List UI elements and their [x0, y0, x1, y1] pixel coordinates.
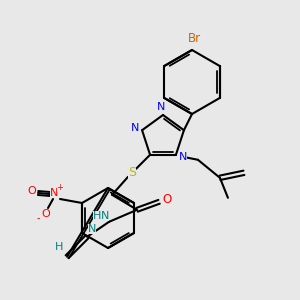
Text: N: N	[50, 188, 58, 198]
Text: +: +	[57, 182, 64, 191]
Text: N: N	[131, 123, 139, 133]
Text: N: N	[179, 152, 187, 162]
Text: H: H	[55, 242, 63, 252]
Text: O: O	[162, 193, 172, 206]
Text: N: N	[101, 211, 109, 221]
Text: Br: Br	[188, 32, 201, 44]
Text: S: S	[128, 166, 136, 179]
Text: H: H	[93, 211, 101, 221]
Text: N: N	[88, 224, 96, 234]
Text: O: O	[28, 186, 36, 196]
Text: -: -	[36, 213, 40, 223]
Text: N: N	[157, 102, 165, 112]
Text: O: O	[42, 209, 50, 219]
